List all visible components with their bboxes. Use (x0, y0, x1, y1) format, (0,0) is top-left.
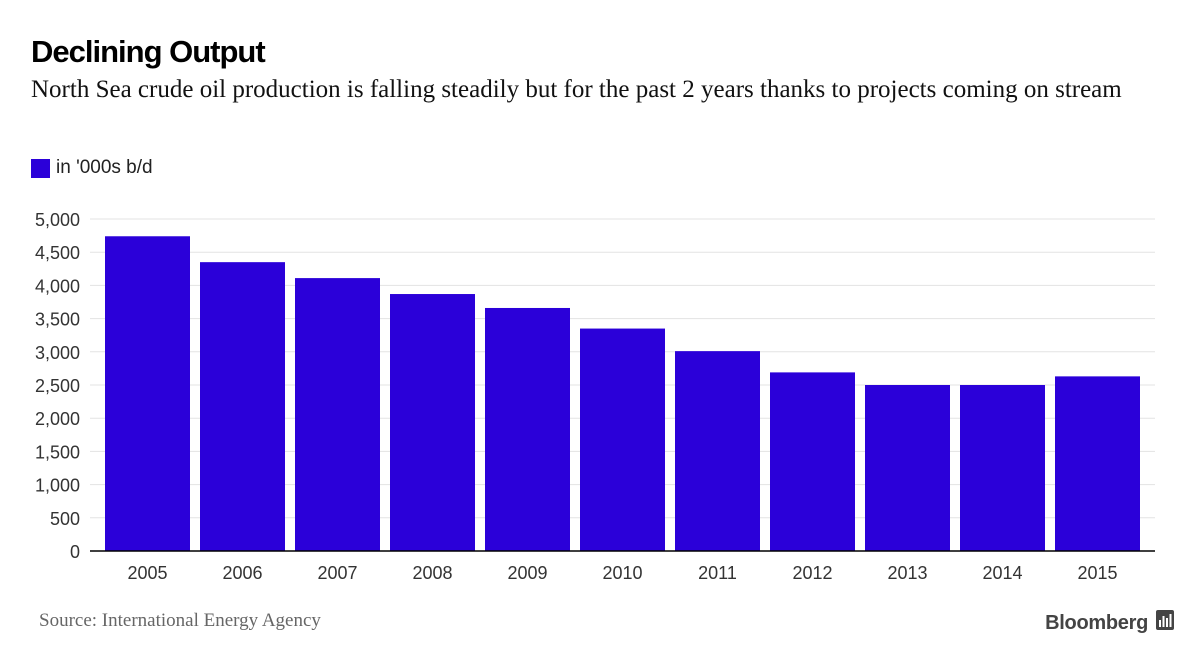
y-tick-label: 3,000 (35, 343, 80, 363)
x-tick-label: 2007 (317, 563, 357, 583)
bar-2012 (770, 372, 855, 551)
y-tick-label: 500 (50, 509, 80, 529)
x-axis-tick-labels: 2005 2006 2007 2008 2009 2010 2011 2012 2013 2014… (127, 563, 1117, 583)
chart-title: Declining Output (31, 34, 266, 69)
brand-name: Bloomberg (1045, 611, 1148, 634)
chart-subtitle: North Sea crude oil production is fallin… (31, 76, 1122, 103)
x-tick-label: 2006 (222, 563, 262, 583)
x-tick-label: 2013 (887, 563, 927, 583)
source-note: Source: International Energy Agency (39, 610, 321, 631)
bloomberg-logo-icon (1156, 610, 1174, 636)
bar-2006 (200, 262, 285, 551)
y-tick-label: 2,000 (35, 409, 80, 429)
x-tick-label: 2005 (127, 563, 167, 583)
x-tick-label: 2008 (412, 563, 452, 583)
x-tick-label: 2011 (698, 563, 737, 583)
bar-2008 (390, 294, 475, 551)
x-tick-label: 2015 (1077, 563, 1117, 583)
bar-2005 (105, 236, 190, 551)
bar-2014 (960, 385, 1045, 551)
y-tick-label: 2,500 (35, 376, 80, 396)
legend-swatch (31, 158, 50, 178)
y-tick-label: 5,000 (35, 210, 80, 230)
y-tick-label: 0 (70, 542, 80, 562)
bar-2013 (865, 385, 950, 551)
x-tick-label: 2012 (792, 563, 832, 583)
y-tick-label: 1,000 (35, 476, 80, 496)
brand: Bloomberg (1045, 610, 1174, 636)
x-tick-label: 2010 (602, 563, 642, 583)
bar-2007 (295, 278, 380, 551)
y-tick-label: 4,000 (35, 276, 80, 296)
legend: in '000s b/d (31, 157, 153, 179)
bar-2009 (485, 307, 570, 551)
y-tick-label: 3,500 (35, 310, 80, 330)
y-tick-label: 1,500 (35, 442, 80, 462)
bar-2015 (1055, 376, 1140, 551)
y-tick-label: 4,500 (35, 243, 80, 263)
x-tick-label: 2009 (507, 563, 547, 583)
legend-label: in '000s b/d (56, 157, 153, 178)
x-tick-label: 2014 (982, 563, 1022, 583)
bar-2011 (675, 351, 760, 551)
y-axis-tick-labels: 0 500 1,000 1,500 2,000 2,500 3,000 3,500 4,000 4… (35, 210, 80, 562)
bar-2010 (580, 328, 665, 551)
bars (105, 236, 1140, 551)
